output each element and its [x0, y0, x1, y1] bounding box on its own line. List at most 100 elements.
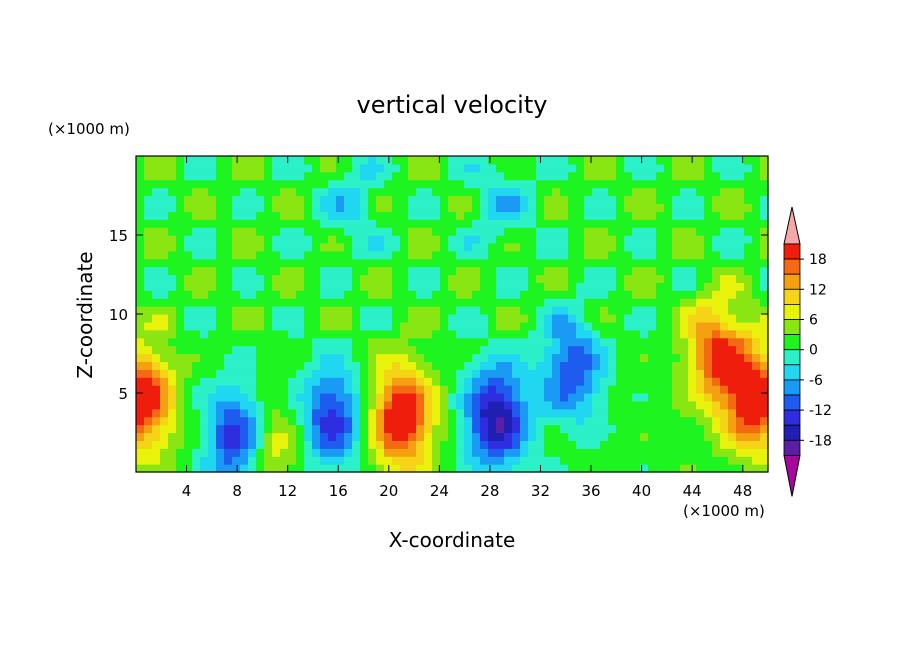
field-cell: [552, 242, 561, 252]
field-cell: [240, 314, 249, 323]
field-cell: [160, 266, 169, 276]
field-cell: [432, 258, 441, 268]
field-cell: [336, 266, 345, 276]
field-cell: [608, 306, 617, 315]
field-cell: [664, 424, 673, 434]
field-cell: [616, 258, 625, 268]
field-cell: [376, 408, 385, 418]
field-cell: [712, 400, 721, 410]
field-cell: [296, 329, 305, 339]
field-cell: [280, 179, 289, 189]
field-cell: [200, 400, 209, 410]
field-cell: [552, 219, 561, 228]
field-cell: [664, 298, 673, 307]
colorbar-swatch: [783, 334, 801, 351]
field-cell: [320, 187, 329, 197]
field-cell: [544, 187, 553, 197]
field-cell: [208, 416, 217, 426]
field-cell: [336, 353, 345, 362]
field-cell: [384, 235, 393, 244]
field-cell: [424, 282, 433, 291]
field-cell: [208, 266, 217, 276]
field-cell: [440, 195, 449, 204]
field-cell: [760, 369, 769, 378]
field-cell: [184, 369, 193, 378]
field-cell: [152, 464, 161, 473]
field-cell: [552, 211, 561, 220]
field-cell: [576, 242, 585, 252]
field-cell: [760, 337, 769, 347]
field-cell: [192, 432, 201, 441]
field-cell: [736, 298, 745, 307]
field-cell: [224, 235, 233, 244]
field-cell: [640, 282, 649, 291]
field-cell: [176, 298, 185, 307]
field-cell: [624, 156, 633, 165]
field-cell: [576, 361, 585, 370]
field-cell: [576, 203, 585, 212]
field-cell: [168, 235, 177, 244]
field-cell: [240, 156, 249, 165]
field-cell: [504, 235, 513, 244]
field-cell: [392, 393, 401, 402]
field-cell: [208, 290, 217, 299]
field-cell: [632, 329, 641, 339]
field-cell: [632, 282, 641, 291]
field-cell: [592, 242, 601, 252]
field-cell: [744, 448, 753, 457]
field-cell: [376, 179, 385, 189]
field-cell: [472, 298, 481, 307]
field-cell: [328, 432, 337, 441]
field-cell: [736, 203, 745, 212]
field-cell: [752, 329, 761, 339]
field-cell: [528, 274, 537, 283]
field-cell: [256, 408, 265, 418]
field-cell: [288, 274, 297, 283]
field-cell: [360, 258, 369, 268]
field-cell: [168, 440, 177, 449]
field-cell: [648, 203, 657, 212]
field-cell: [408, 171, 417, 181]
field-cell: [424, 424, 433, 434]
field-cell: [720, 464, 729, 473]
field-cell: [304, 393, 313, 402]
field-cell: [752, 369, 761, 378]
field-cell: [608, 464, 617, 473]
field-cell: [248, 156, 257, 165]
field-cell: [512, 393, 521, 402]
field-cell: [216, 156, 225, 165]
field-cell: [136, 314, 145, 323]
field-cell: [568, 235, 577, 244]
field-cell: [712, 321, 721, 331]
field-cell: [728, 266, 737, 276]
field-cell: [600, 290, 609, 299]
field-cell: [472, 314, 481, 323]
field-cell: [688, 179, 697, 189]
field-cell: [456, 432, 465, 441]
field-cell: [552, 416, 561, 426]
field-cell: [168, 156, 177, 165]
field-cell: [352, 250, 361, 260]
field-cell: [320, 195, 329, 204]
field-cell: [248, 440, 257, 449]
field-cell: [576, 329, 585, 339]
field-cell: [656, 424, 665, 434]
field-cell: [176, 163, 185, 173]
field-cell: [376, 456, 385, 465]
field-cell: [416, 337, 425, 347]
field-cell: [264, 353, 273, 362]
field-cell: [744, 321, 753, 331]
field-cell: [248, 306, 257, 315]
field-cell: [584, 163, 593, 173]
field-cell: [136, 377, 145, 386]
field-cell: [416, 266, 425, 276]
field-cell: [192, 171, 201, 181]
field-cell: [520, 227, 529, 236]
field-cell: [328, 282, 337, 291]
field-cell: [744, 156, 753, 165]
field-cell: [672, 345, 681, 355]
field-cell: [328, 250, 337, 260]
field-cell: [568, 298, 577, 307]
field-cell: [152, 408, 161, 418]
field-cell: [496, 227, 505, 236]
